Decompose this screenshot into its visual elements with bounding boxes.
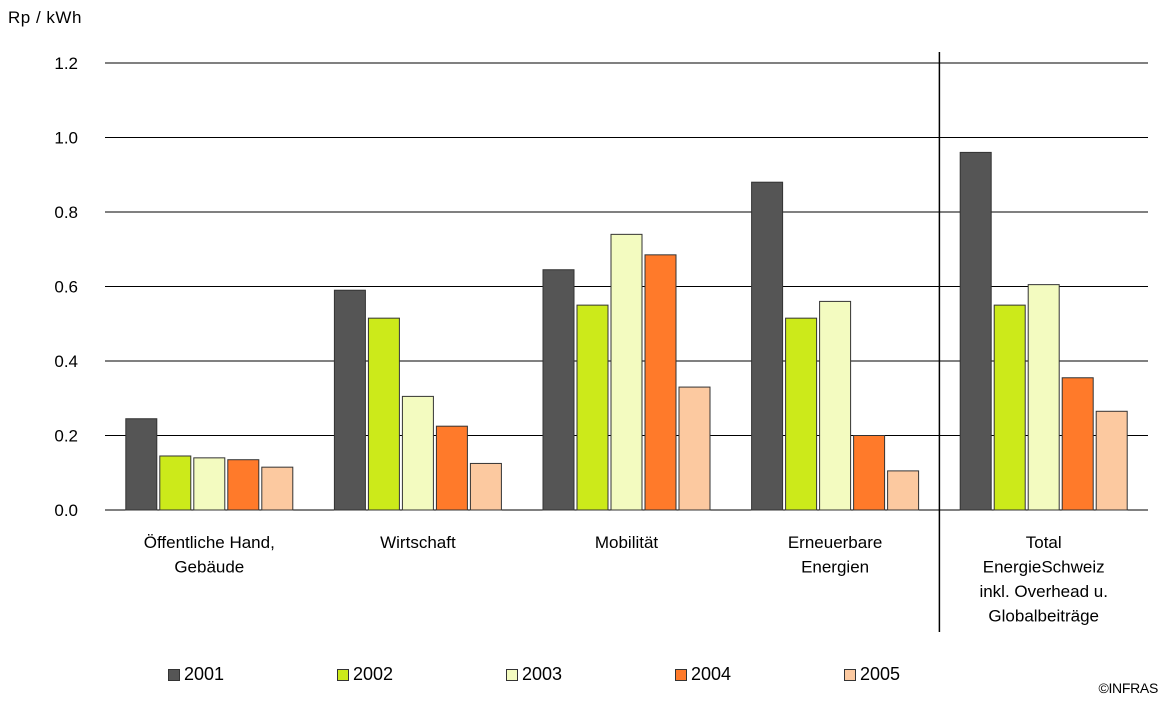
- x-tick-label: Gebäude: [174, 558, 244, 577]
- x-tick-label: inkl. Overhead u.: [979, 582, 1108, 601]
- bar: [542, 269, 575, 511]
- x-tick-label: Erneuerbare: [788, 533, 883, 552]
- bar: [367, 317, 400, 511]
- bar: [159, 455, 192, 511]
- y-tick-label: 1.0: [54, 129, 78, 148]
- bar: [401, 395, 434, 511]
- bar: [576, 304, 609, 511]
- legend-label: 2003: [522, 664, 563, 684]
- x-tick-label: Energien: [801, 558, 869, 577]
- x-tick-label: Total: [1026, 533, 1062, 552]
- legend-label: 2001: [184, 664, 225, 684]
- x-tick-label: Wirtschaft: [380, 533, 456, 552]
- bar: [227, 459, 260, 511]
- y-axis-label: Rp / kWh: [8, 8, 82, 27]
- legend-label: 2004: [691, 664, 732, 684]
- y-tick-label: 0.2: [54, 427, 78, 446]
- bar: [785, 317, 818, 511]
- y-tick-label: 0.4: [54, 352, 78, 371]
- legend-item: 2004: [675, 664, 731, 685]
- y-tick-label: 0.0: [54, 501, 78, 520]
- bar: [261, 466, 294, 511]
- legend-swatch: [675, 668, 687, 681]
- bar: [644, 254, 677, 511]
- legend-swatch: [337, 668, 349, 681]
- bar: [887, 470, 920, 511]
- bar: [610, 233, 643, 511]
- legend-swatch: [844, 668, 856, 681]
- bar: [333, 289, 366, 511]
- x-tick-label: EnergieSchweiz: [983, 558, 1105, 577]
- bar: [678, 386, 711, 511]
- y-tick-label: 0.8: [54, 203, 78, 222]
- bar: [819, 300, 852, 511]
- y-tick-label: 0.6: [54, 278, 78, 297]
- x-tick-label: Mobilität: [595, 533, 659, 552]
- legend-label: 2002: [353, 664, 394, 684]
- bar: [1027, 284, 1060, 511]
- bar: [435, 425, 468, 511]
- legend-label: 2005: [860, 664, 901, 684]
- legend-swatch: [506, 668, 518, 681]
- bar: [1061, 377, 1094, 511]
- legend-item: 2001: [168, 664, 224, 685]
- bar: [469, 462, 502, 511]
- legend-item: 2002: [337, 664, 393, 685]
- legend: 2001 2002 2003 2004 2005: [0, 664, 1166, 688]
- y-tick-label: 1.2: [54, 54, 78, 73]
- x-tick-label: Öffentliche Hand,: [144, 533, 275, 552]
- x-tick-label: Globalbeiträge: [988, 607, 1099, 626]
- bar: [1095, 410, 1128, 511]
- copyright-label: ©INFRAS: [1098, 680, 1158, 696]
- bar: [193, 457, 226, 511]
- legend-item: 2005: [844, 664, 900, 685]
- bar: [959, 151, 992, 511]
- bar: [853, 435, 886, 511]
- bar: [993, 304, 1026, 511]
- bar: [125, 418, 158, 511]
- legend-item: 2003: [506, 664, 562, 685]
- bar: [751, 181, 784, 511]
- legend-swatch: [168, 668, 180, 681]
